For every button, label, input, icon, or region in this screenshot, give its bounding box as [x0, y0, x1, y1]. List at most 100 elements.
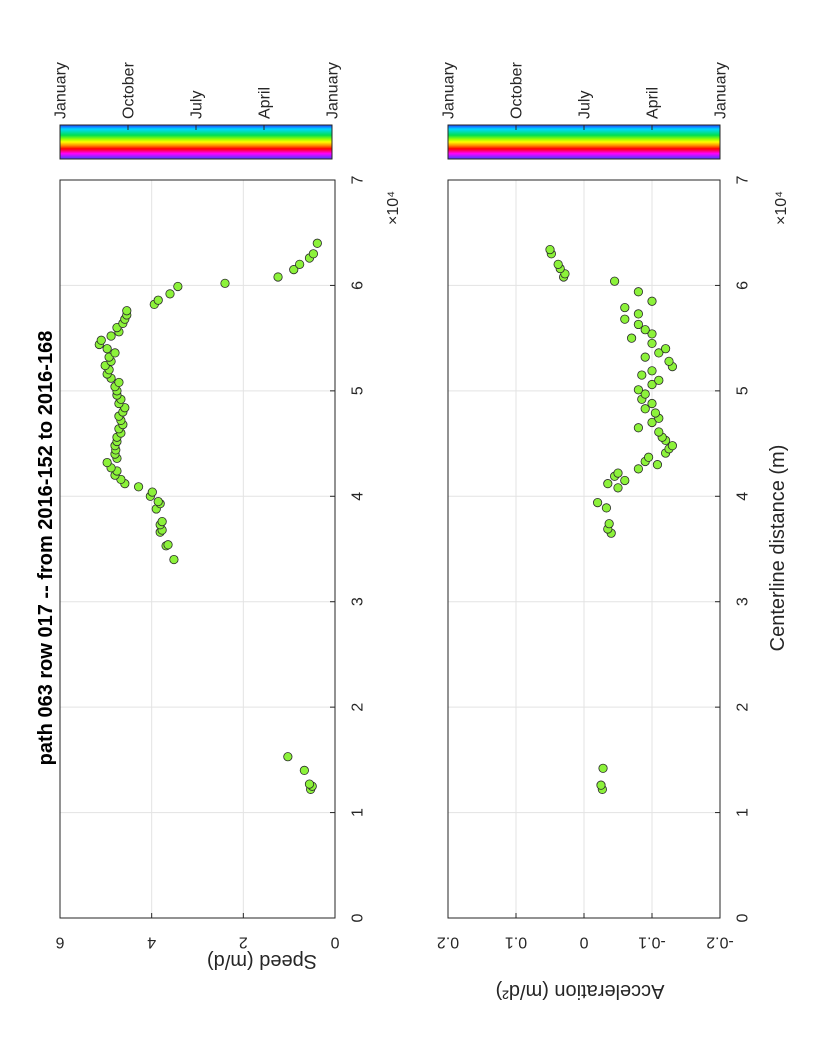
acceleration-data-point	[640, 352, 650, 362]
speed-colorbar-label: July	[189, 91, 206, 119]
speed-x-exponent: ×10⁴	[385, 191, 402, 225]
acceleration-data-point	[654, 375, 664, 385]
acceleration-x-tick-label: 7	[735, 175, 752, 184]
acceleration-x-tick-label: 1	[735, 808, 752, 817]
acceleration-data-point	[650, 408, 661, 418]
acceleration-data-point	[592, 498, 603, 508]
acceleration-data-point	[620, 302, 630, 313]
speed-data-point	[106, 331, 116, 341]
acceleration-data-point	[633, 464, 644, 474]
acceleration-data-point	[647, 417, 657, 428]
acceleration-data-point	[640, 404, 650, 414]
acceleration-x-axis-label: Centerline distance (m)	[767, 445, 789, 652]
acceleration-data-point	[643, 452, 654, 462]
speed-colorbar-label: January	[325, 62, 342, 119]
acceleration-colorbar-label: April	[645, 87, 662, 119]
speed-y-ticks: 0 2 4 6	[55, 934, 339, 951]
speed-colorbar-label: April	[257, 87, 274, 119]
acceleration-data-point	[654, 427, 664, 437]
speed-y-tick-label: 0	[330, 934, 339, 951]
acceleration-data-point	[601, 503, 612, 513]
acceleration-data-point	[652, 460, 663, 470]
speed-x-tick-label: 4	[350, 492, 367, 501]
acceleration-data-point	[647, 379, 657, 390]
speed-y-tick-label: 2	[239, 934, 248, 951]
speed-data-point	[165, 289, 175, 299]
acceleration-data-point	[647, 398, 657, 409]
speed-data-point	[147, 487, 157, 497]
speed-points	[94, 238, 322, 794]
acceleration-data-point	[596, 780, 606, 790]
acceleration-y-tick-label: 0.2	[437, 934, 459, 951]
acceleration-plot: 0 1 2 3 4 5 6 7 -0.2 -0.1 0 0.1 0.2 ×10⁴ Accelerati…	[437, 61, 790, 1002]
speed-data-point	[169, 554, 179, 565]
acceleration-data-point	[664, 356, 674, 366]
speed-data-point	[299, 765, 309, 776]
acceleration-y-ticks: -0.2 -0.1 0 0.1 0.2	[437, 934, 734, 951]
speed-data-point	[96, 335, 106, 345]
speed-data-point	[133, 482, 144, 492]
speed-data-point	[163, 540, 173, 550]
acceleration-data-point	[609, 276, 620, 286]
speed-plot-frame	[59, 179, 336, 919]
acceleration-x-tick-label: 2	[735, 703, 752, 712]
acceleration-data-point	[647, 329, 657, 339]
acceleration-data-point	[633, 319, 644, 330]
speed-colorbar	[59, 124, 333, 160]
speed-colorbar-label: January	[53, 62, 70, 119]
acceleration-data-point	[647, 296, 657, 306]
speed-x-tick-label: 0	[350, 913, 367, 922]
speed-data-point	[312, 238, 322, 248]
acceleration-data-point	[613, 468, 623, 478]
acceleration-data-point	[613, 483, 623, 493]
speed-data-point	[110, 348, 120, 358]
speed-data-point	[114, 377, 124, 388]
acceleration-y-axis-label: Acceleration (m/d²)	[496, 980, 665, 1002]
acceleration-data-point	[647, 366, 657, 376]
acceleration-data-point	[633, 309, 644, 319]
acceleration-x-tick-label: 6	[735, 281, 752, 290]
speed-data-point	[289, 265, 299, 275]
speed-x-tick-label: 1	[350, 808, 367, 817]
acceleration-x-exponent: ×10⁴	[773, 191, 790, 225]
speed-x-tick-label: 6	[350, 281, 367, 290]
acceleration-data-point	[545, 244, 555, 255]
acceleration-data-point	[604, 519, 614, 529]
speed-plot-area	[60, 180, 335, 918]
speed-data-point	[173, 281, 183, 292]
acceleration-plot-frame	[447, 179, 721, 919]
speed-data-point	[102, 344, 112, 354]
acceleration-colorbar	[447, 124, 721, 160]
acceleration-data-point	[667, 441, 678, 451]
acceleration-points	[545, 244, 678, 794]
acceleration-colorbar-label: January	[441, 62, 458, 119]
acceleration-data-point	[633, 423, 644, 433]
speed-x-tick-label: 2	[350, 703, 367, 712]
acceleration-data-point	[598, 763, 608, 773]
acceleration-data-point	[603, 479, 613, 489]
acceleration-colorbar-label: January	[713, 62, 730, 119]
speed-data-point	[153, 496, 163, 507]
acceleration-data-point	[553, 259, 563, 269]
speed-data-point	[304, 779, 315, 789]
speed-data-point	[308, 249, 318, 259]
speed-plot: 0 1 2 3 4 5 6 7 0 2 4 6 ×10⁴ Speed (m/d) path 063 …	[35, 61, 402, 972]
acceleration-data-point	[654, 348, 664, 358]
acceleration-x-ticks: 0 1 2 3 4 5 6 7	[735, 175, 752, 922]
speed-data-point	[153, 295, 163, 305]
speed-x-ticks: 0 1 2 3 4 5 6 7	[350, 175, 367, 922]
acceleration-colorbar-label: October	[509, 61, 526, 119]
speed-colorbar-label: October	[121, 61, 138, 119]
acceleration-x-tick-label: 0	[735, 913, 752, 922]
speed-data-point	[283, 752, 293, 762]
acceleration-y-tick-label: -0.1	[638, 934, 666, 951]
speed-data-point	[102, 457, 112, 468]
acceleration-data-point	[620, 314, 630, 324]
acceleration-x-tick-label: 4	[735, 492, 752, 501]
speed-x-tick-label: 7	[350, 175, 367, 184]
acceleration-data-point	[640, 325, 650, 335]
speed-data-point	[122, 306, 132, 316]
speed-y-tick-label: 6	[55, 934, 64, 951]
acceleration-x-tick-label: 5	[735, 386, 752, 395]
